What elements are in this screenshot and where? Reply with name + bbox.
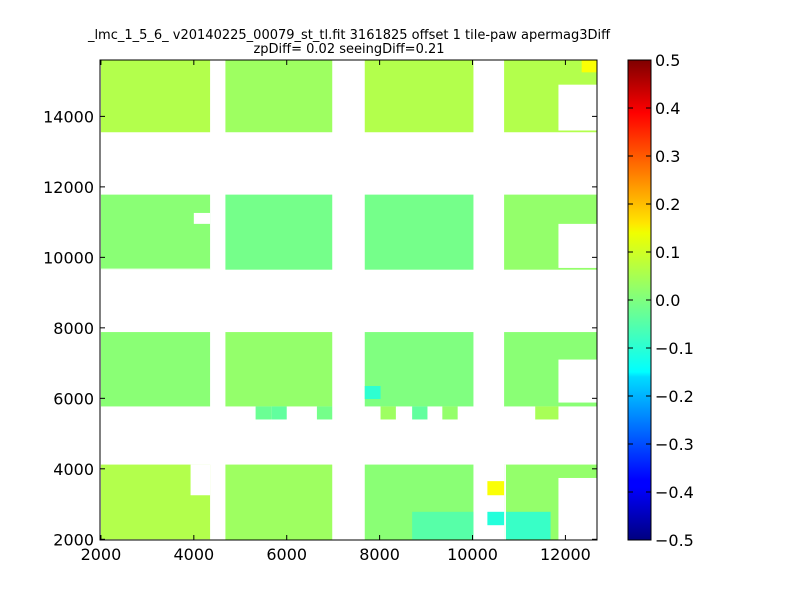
heatmap-cell	[380, 406, 396, 420]
x-tick-label: 4000	[173, 545, 214, 564]
heatmap-blank-region	[558, 477, 597, 540]
colorbar: 0.5 0.4 0.3 0.2 0.1 0.0 −0.1 −0.2 −0.3 −0.4 −0.5	[627, 51, 694, 550]
y-tick-label: 2000	[53, 530, 94, 549]
heatmap-cell	[487, 481, 505, 496]
heatmap-cell	[364, 60, 474, 133]
x-tick-label: 8000	[359, 545, 400, 564]
y-tick-label: 12000	[43, 178, 94, 197]
heatmap-cell	[100, 194, 211, 270]
heatmap-cell	[412, 511, 474, 540]
heatmap-extra-cells	[255, 60, 597, 540]
colorbar-tick-label: 0.1	[655, 243, 680, 262]
y-tick-label: 4000	[53, 460, 94, 479]
heatmap-blank-region	[100, 268, 211, 270]
heatmap-cell	[581, 60, 597, 73]
colorbar-tick-label: 0.0	[655, 291, 680, 310]
heatmap-holes	[100, 84, 597, 540]
heatmap-cell	[225, 332, 333, 407]
heatmap-blank-region	[193, 212, 211, 224]
colorbar-tick-label: −0.3	[655, 435, 694, 454]
y-tick-label: 14000	[43, 107, 94, 126]
heatmap-cell	[255, 406, 272, 420]
plot-frame	[99, 59, 598, 541]
colorbar-tick-label: −0.1	[655, 339, 694, 358]
heatmap-blank-region	[558, 223, 597, 268]
heatmap-blank-region	[190, 464, 211, 496]
colorbar-tick-label: −0.4	[655, 483, 694, 502]
heatmap-blank-region	[558, 359, 597, 403]
heatmap-cell	[100, 60, 211, 133]
title-line-2: zpDiff= 0.02 seeingDiff=0.21	[253, 42, 444, 57]
x-tick-label: 2000	[81, 545, 122, 564]
x-tick-label: 10000	[447, 545, 498, 564]
colorbar-tick-label: 0.4	[655, 99, 680, 118]
x-axis: 2000 4000 6000 8000 10000 12000	[81, 60, 591, 564]
colorbar-tick-label: 0.5	[655, 51, 680, 70]
heatmap-cell	[225, 60, 333, 133]
x-tick-label: 6000	[266, 545, 307, 564]
colorbar-tick-label: 0.3	[655, 147, 680, 166]
y-tick-label: 6000	[53, 389, 94, 408]
heatmap-cell	[225, 194, 333, 270]
plot-background	[100, 60, 597, 540]
colorbar-tick-label: −0.5	[655, 531, 694, 550]
heatmap-cell	[316, 406, 333, 420]
y-tick-label: 10000	[43, 248, 94, 267]
heatmap-cell	[487, 511, 505, 526]
x-tick-label: 12000	[540, 545, 591, 564]
heatmap-cell	[364, 194, 474, 270]
heatmap-blank-region	[504, 464, 506, 540]
heatmap-cell	[225, 464, 333, 540]
colorbar-ticks: 0.5 0.4 0.3 0.2 0.1 0.0 −0.1 −0.2 −0.3 −0.4 −0.5	[628, 51, 694, 550]
heatmap-cell	[364, 385, 381, 400]
heatmap-cell	[364, 332, 474, 407]
colorbar-tick-label: 0.2	[655, 195, 680, 214]
title-line-1: _lmc_1_5_6_ v20140225_00079_st_tl.fit 31…	[87, 28, 611, 43]
heatmap-cell	[535, 406, 559, 420]
heatmap-cell	[100, 332, 211, 407]
y-axis: 2000 4000 6000 8000 10000 12000 14000	[43, 107, 597, 549]
heatmap-blank-region	[558, 84, 597, 131]
colorbar-tick-label: −0.2	[655, 387, 694, 406]
heatmap-cell	[271, 406, 287, 420]
heatmap-cell	[505, 511, 551, 540]
heatmap-cell	[412, 406, 428, 420]
plot-area: 2000 4000 6000 8000 10000 12000 2000 4000 6000 8…	[43, 59, 598, 564]
heatmap-cell	[442, 406, 458, 420]
y-tick-label: 8000	[53, 319, 94, 338]
